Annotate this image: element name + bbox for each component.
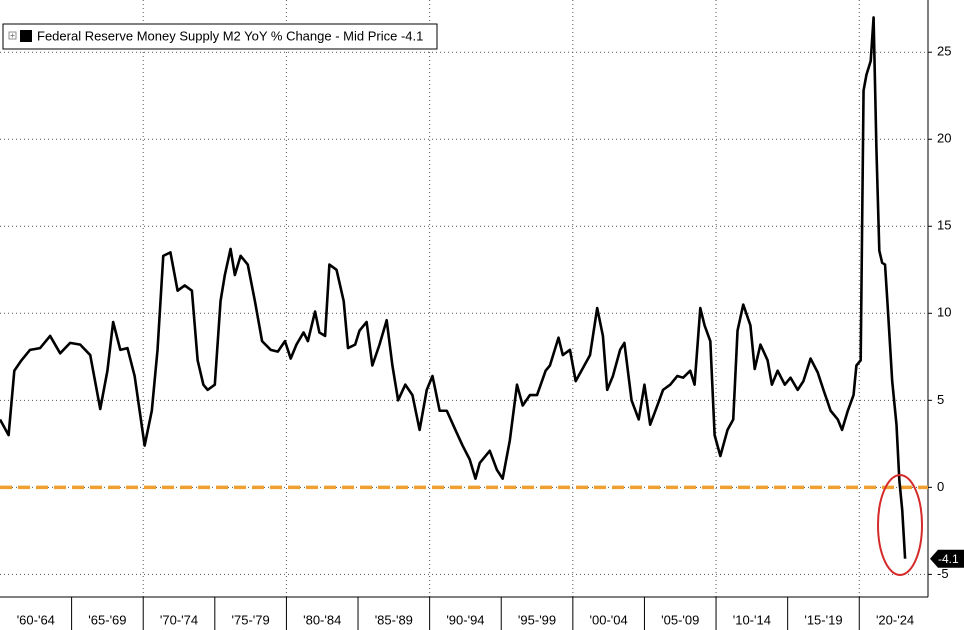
y-tick-label: 5 (937, 392, 944, 407)
x-tick-label: '80-'84 (303, 612, 341, 627)
x-tick-label: '70-'74 (160, 612, 198, 627)
legend-swatch (20, 30, 32, 42)
last-value-label: -4.1 (938, 552, 959, 566)
y-tick-label: 20 (937, 131, 951, 146)
x-tick-label: '15-'19 (804, 612, 842, 627)
x-tick-label: '75-'79 (232, 612, 270, 627)
y-tick-label: 10 (937, 305, 951, 320)
x-tick-label: '60-'64 (17, 612, 55, 627)
highlight-ellipse (877, 474, 923, 576)
legend: Federal Reserve Money Supply M2 YoY % Ch… (2, 23, 438, 50)
y-tick-label: 25 (937, 44, 951, 59)
y-tick-label: -5 (937, 566, 949, 581)
legend-box (2, 23, 438, 50)
y-tick-label: 0 (937, 479, 944, 494)
y-tick-label: 15 (937, 218, 951, 233)
x-tick-label: '20-'24 (876, 612, 914, 627)
legend-label: Federal Reserve Money Supply M2 YoY % Ch… (37, 28, 423, 43)
x-tick-label: '10-'14 (733, 612, 771, 627)
last-value-tag (930, 549, 964, 568)
x-tick-label: '05-'09 (661, 612, 699, 627)
x-tick-label: '95-'99 (518, 612, 556, 627)
series-line (0, 16, 907, 559)
x-tick-label: '00-'04 (590, 612, 628, 627)
x-tick-label: '65-'69 (88, 612, 126, 627)
x-tick-label: '85-'89 (375, 612, 413, 627)
x-tick-label: '90-'94 (446, 612, 484, 627)
